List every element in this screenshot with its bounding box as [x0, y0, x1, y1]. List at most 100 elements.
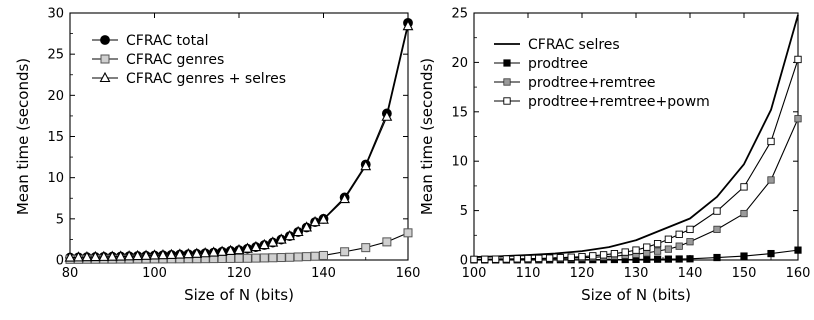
x-tick-label: 150	[732, 266, 757, 281]
y-tick-label: 0	[56, 254, 64, 269]
data-point	[149, 249, 160, 260]
data-point	[632, 246, 640, 254]
series-cfrac-genres-selres	[64, 19, 414, 262]
data-point	[470, 255, 478, 264]
data-point	[767, 249, 775, 258]
data-point	[250, 240, 262, 252]
data-point	[491, 255, 500, 263]
data-point	[293, 252, 303, 262]
data-point	[381, 110, 393, 121]
data-point	[740, 252, 748, 260]
data-point	[199, 247, 211, 258]
data-point	[234, 253, 244, 263]
legend-label: prodtree	[528, 56, 588, 72]
x-tick-label: 130	[624, 266, 649, 281]
data-point	[686, 225, 694, 234]
data-point	[653, 240, 662, 248]
y-tick-label: 15	[451, 105, 468, 120]
legend-marker	[503, 59, 511, 67]
data-point	[686, 238, 694, 246]
y-tick-label: 10	[47, 171, 64, 186]
series-prodtree-remtree-powm	[470, 55, 802, 264]
data-point	[259, 253, 269, 263]
y-tick-label: 30	[47, 7, 64, 22]
legend-marker	[503, 78, 511, 86]
y-tick-label: 15	[47, 130, 64, 145]
x-axis-label: Size of N (bits)	[581, 286, 691, 304]
legend-label: CFRAC total	[126, 33, 209, 49]
data-point	[610, 250, 619, 258]
data-point	[284, 229, 296, 241]
data-point	[268, 253, 278, 263]
data-point	[208, 246, 220, 257]
data-point	[242, 253, 252, 263]
chart-left: 80 100 120 140 160 0 5 10 15 20 25 30 Size of N (bit…	[14, 7, 420, 305]
y-tick-label: 5	[56, 212, 64, 227]
series-line	[473, 14, 799, 258]
data-point	[98, 250, 110, 261]
x-tick-label: 100	[462, 266, 487, 281]
data-point	[675, 255, 683, 263]
data-point	[174, 248, 186, 259]
data-point	[402, 19, 414, 31]
data-point	[258, 238, 270, 250]
data-point	[713, 253, 721, 262]
data-point	[545, 254, 554, 262]
data-point	[339, 192, 351, 204]
data-point	[686, 255, 694, 263]
data-point	[599, 251, 608, 259]
data-point	[140, 249, 152, 260]
data-point	[382, 237, 392, 247]
data-point	[81, 251, 93, 262]
legend-marker	[503, 97, 511, 105]
data-point	[556, 254, 565, 262]
data-point	[794, 115, 802, 123]
x-tick-label: 140	[311, 266, 336, 281]
x-axis-label: Size of N (bits)	[184, 286, 294, 304]
x-tick-label: 160	[396, 266, 421, 281]
data-point	[123, 250, 135, 261]
data-point	[664, 235, 673, 243]
data-point	[106, 250, 118, 261]
data-point	[713, 225, 721, 233]
data-point	[242, 242, 253, 253]
data-point	[502, 255, 511, 263]
y-tick-label: 20	[47, 89, 64, 104]
y-tick-label: 20	[451, 56, 468, 71]
data-point	[292, 225, 304, 237]
data-point	[361, 243, 371, 253]
y-tick-label: 25	[451, 7, 468, 22]
data-point	[621, 248, 629, 256]
plot-frame	[473, 12, 799, 261]
data-point	[340, 247, 350, 257]
data-point	[157, 249, 169, 260]
data-point	[740, 209, 748, 218]
data-point	[664, 255, 673, 263]
data-point	[740, 183, 748, 191]
chart-right: 100 110 120 130 140 150 160 0 5 10 15 20 25 Size of N…	[418, 7, 810, 305]
legend: CFRAC total CFRAC genres CFRAC genres + se…	[92, 33, 286, 87]
data-point	[216, 245, 228, 256]
series-line	[69, 26, 409, 259]
data-point	[301, 221, 313, 232]
data-point	[578, 252, 586, 261]
data-point	[64, 251, 76, 262]
data-point	[275, 233, 287, 244]
data-point	[319, 250, 328, 260]
legend: CFRAC selres prodtree prodtree+remtree prod…	[494, 37, 710, 110]
data-point	[567, 253, 575, 261]
series-cfrac-selres	[473, 14, 799, 258]
data-point	[132, 249, 144, 261]
x-tick-label: 140	[678, 266, 703, 281]
data-point	[535, 254, 543, 263]
data-point	[675, 242, 683, 250]
data-point	[89, 250, 101, 262]
legend-marker	[99, 71, 111, 83]
x-tick-label: 100	[142, 266, 167, 281]
legend-label: CFRAC selres	[528, 37, 620, 53]
y-tick-label: 10	[451, 155, 468, 170]
x-tick-label: 160	[786, 266, 811, 281]
y-axis-label: Mean time (seconds)	[14, 58, 32, 215]
legend-marker	[100, 54, 110, 64]
data-point	[403, 228, 413, 238]
